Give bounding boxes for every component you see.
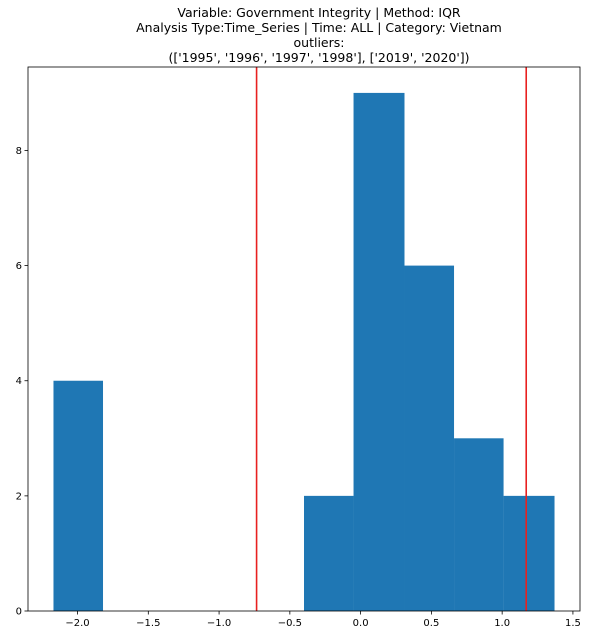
x-tick-label: 0.0 [353, 618, 369, 629]
histogram-bar [53, 380, 104, 611]
histogram-bar [404, 265, 455, 611]
x-tick-label: −1.0 [207, 618, 231, 629]
title-line-3: outliers: [294, 35, 345, 50]
plot-frame [27, 66, 581, 612]
x-tick-label: 1.0 [494, 618, 510, 629]
x-tick-label: −2.0 [65, 618, 89, 629]
x-tick-label: −0.5 [278, 618, 302, 629]
y-axis-ticks: 0 2 4 6 8 [16, 146, 28, 618]
chart-title: Variable: Government Integrity | Method:… [136, 5, 502, 65]
x-tick-label: 0.5 [423, 618, 439, 629]
histogram-bar [454, 438, 504, 611]
x-tick-label: −1.5 [136, 618, 160, 629]
title-line-1: Variable: Government Integrity | Method:… [177, 5, 461, 20]
x-tick-label: 1.5 [565, 618, 581, 629]
title-line-2: Analysis Type:Time_Series | Time: ALL | … [136, 20, 502, 35]
y-tick-label: 4 [16, 376, 22, 387]
histogram-bar [503, 495, 555, 611]
threshold-lines [255, 67, 528, 611]
histogram-bar [304, 495, 354, 611]
histogram-bars [53, 92, 555, 611]
y-tick-label: 8 [16, 146, 22, 157]
y-tick-label: 0 [16, 607, 22, 618]
title-line-4: (['1995', '1996', '1997', '1998'], ['201… [168, 50, 469, 65]
x-axis-ticks: −2.0 −1.5 −1.0 −0.5 0.0 0.5 1.0 1.5 [65, 611, 581, 629]
y-tick-label: 6 [16, 261, 22, 272]
y-tick-label: 2 [16, 491, 22, 502]
histogram-bar [353, 92, 405, 611]
